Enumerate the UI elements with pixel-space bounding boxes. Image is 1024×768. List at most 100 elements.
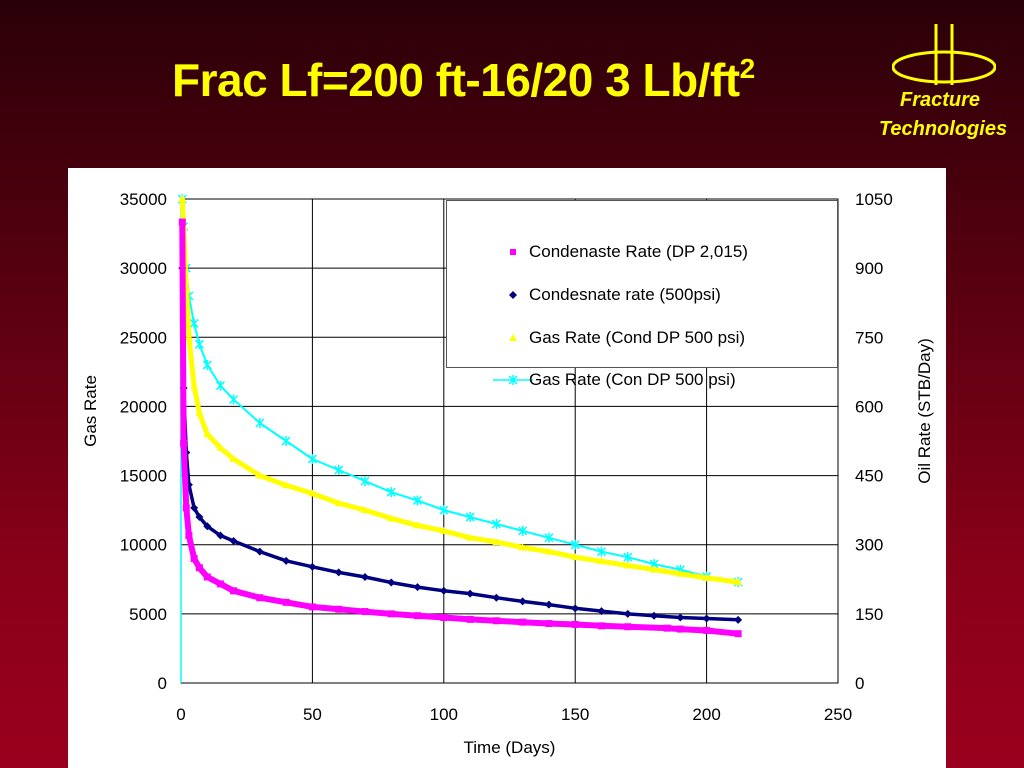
data-point-square [256,594,264,602]
data-point-star [215,380,225,391]
data-point-square [387,610,395,618]
data-point-triangle [544,547,553,555]
data-point-star [596,546,607,557]
data-point-square [190,555,198,563]
data-point-diamond [308,562,317,571]
y-tick-label: 30000 [120,259,167,278]
data-point-triangle [518,543,527,551]
legend-marker-star-line [493,375,533,385]
legend-label: Gas Rate (Con DP 500 psi) [529,370,736,389]
y-tick-label: 0 [158,674,167,693]
data-point-square [178,218,186,226]
y2-tick-label: 900 [855,259,883,278]
data-point-square [597,622,605,630]
chart-svg: 0 5000 10000 15000 20000 25000 30000 35000 0 150 3… [81,190,934,757]
logo-text-line1: Fracture [899,89,981,111]
y2-tick-label: 1050 [855,190,893,209]
legend-marker-triangle [509,334,517,341]
data-point-triangle [203,430,212,438]
data-point-diamond [623,609,632,618]
data-point-diamond [229,537,238,546]
x-tick-label: 200 [692,705,720,724]
data-point-star [518,525,528,536]
company-logo: Fracture Technologies [862,20,1024,150]
data-point-triangle [255,471,264,479]
legend-marker-square [510,249,516,255]
series-line-1 [180,266,740,622]
data-point-star [255,418,265,429]
data-point-triangle [334,499,343,507]
data-point-triangle [229,454,238,462]
legend-item: Gas Rate (Con DP 500 psi) [447,368,839,392]
chart-panel: 0 5000 10000 15000 20000 25000 30000 35000 0 150 3… [68,168,946,768]
data-point-square [282,598,290,606]
data-point-diamond [360,572,369,581]
data-point-square [414,612,422,620]
slide-title: Frac Lf=200 ft-16/20 3 Lb/ft2 [172,52,755,108]
data-point-star [491,518,501,529]
data-point-square [492,617,500,625]
x-tick-label: 100 [430,705,458,724]
data-point-square [624,623,632,631]
data-point-diamond [216,531,225,540]
data-point-diamond [492,593,501,602]
data-point-diamond [203,522,212,531]
data-point-star [189,318,199,329]
data-point-square [519,618,527,626]
data-point-square [676,625,684,633]
data-point-diamond [597,607,606,616]
data-point-triangle [734,578,743,586]
data-point-star [281,436,291,446]
data-point-star [544,532,554,543]
y2-tick-label: 750 [855,328,883,347]
data-point-star [202,359,212,370]
chart-legend: Condenaste Rate (DP 2,015) Condesnate ra… [446,200,839,389]
legend-label: Condesnate rate (500psi) [529,285,721,304]
data-point-square [703,626,711,634]
data-point-square [663,624,671,632]
y-axis-title: Gas Rate [81,375,100,447]
data-point-diamond [676,613,685,622]
data-point-star [334,465,344,476]
data-point-triangle [597,557,606,565]
slide-title-superscript: 2 [739,53,756,84]
series-line-0 [179,219,742,637]
data-point-diamond [334,568,343,577]
data-point-star [307,453,317,464]
data-point-square [185,531,193,539]
data-point-triangle [190,381,199,389]
data-point-diamond [650,611,659,620]
data-point-star [570,539,580,550]
y2-axis-title: Oil Rate (STB/Day) [915,338,934,483]
data-point-triangle [184,333,193,341]
data-point-triangle [413,521,422,529]
x-tick-label: 0 [176,705,185,724]
data-point-triangle [676,569,685,577]
data-point-diamond [518,597,527,606]
data-point-square [545,620,553,628]
data-point-square [182,504,190,512]
data-point-triangle [216,443,225,451]
data-point-square [734,630,742,638]
data-point-star [412,495,423,506]
y2-tick-label: 300 [855,536,883,555]
data-point-triangle [571,553,580,561]
legend-item: Condenaste Rate (DP 2,015) [447,240,839,264]
data-point-star [439,505,449,516]
data-point-diamond [544,600,553,609]
data-point-star [229,394,239,405]
data-point-diamond [702,614,711,623]
y-tick-label: 20000 [120,397,167,416]
data-point-diamond [195,513,204,522]
y-tick-label: 25000 [120,328,167,347]
y2-tick-label: 450 [855,467,883,486]
data-point-triangle [178,195,187,202]
data-point-triangle [650,565,659,573]
data-point-star [623,552,633,563]
data-point-diamond [282,556,291,565]
data-point-triangle [282,481,291,489]
x-tick-label: 150 [561,705,589,724]
data-point-diamond [571,604,580,613]
x-axis-title: Time (Days) [464,738,556,757]
x-tick-label: 250 [824,705,852,724]
